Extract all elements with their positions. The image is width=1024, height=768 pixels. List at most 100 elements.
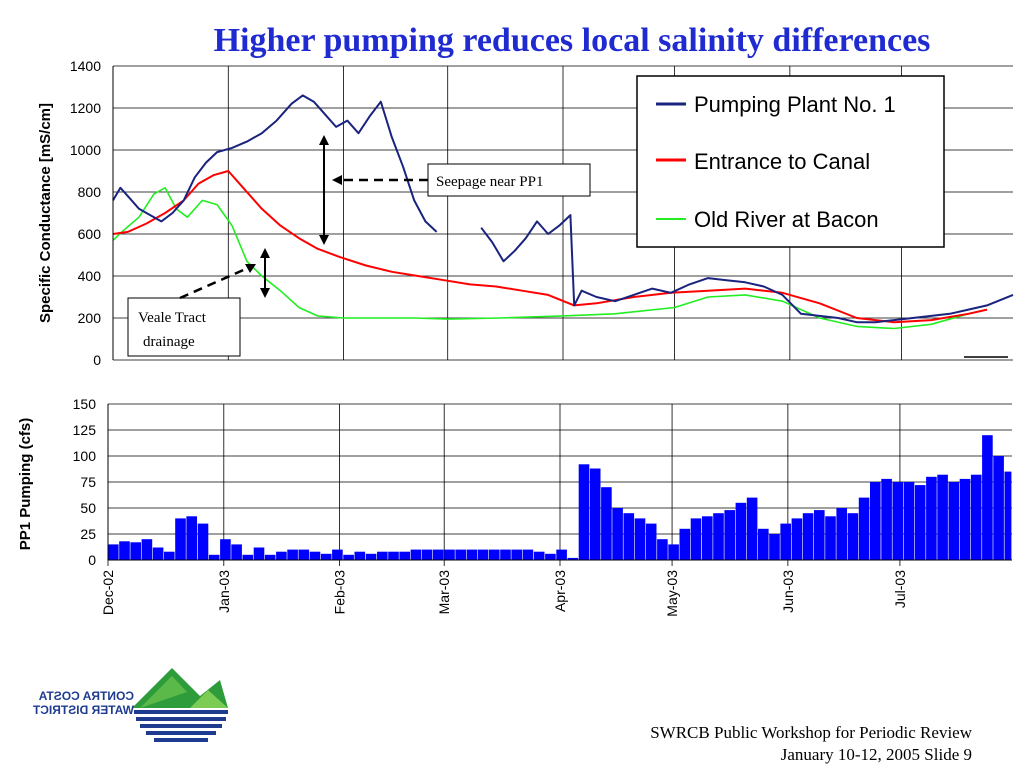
pumping-bar bbox=[937, 474, 948, 560]
salinity-y-tick-label: 1200 bbox=[70, 100, 101, 116]
legend-label-entrance-canal: Entrance to Canal bbox=[694, 149, 870, 174]
pumping-bar bbox=[825, 516, 836, 560]
pumping-bar bbox=[164, 551, 175, 560]
salinity-y-ticks: 0 200 400 600 800 1000 1200 1400 bbox=[70, 58, 101, 368]
pumping-chart: 0 25 50 75 100 125 150 Dec-02 Jan-03 Feb-03 Mar-0… bbox=[17, 396, 1012, 617]
salinity-y-tick-label: 200 bbox=[78, 310, 102, 326]
pumping-x-tick-label: Mar-03 bbox=[436, 570, 452, 615]
pumping-bar bbox=[612, 508, 623, 560]
pumping-bar bbox=[623, 513, 635, 560]
salinity-y-axis-label: Specific Conductance [mS/cm] bbox=[37, 103, 54, 323]
pumping-bar bbox=[746, 497, 758, 560]
logo-text-line1: CONTRA COSTA bbox=[38, 689, 134, 703]
pumping-y-tick-label: 100 bbox=[73, 448, 97, 464]
pumping-bar bbox=[444, 549, 455, 560]
pumping-bar bbox=[208, 554, 220, 560]
pumping-x-tick-label: May-03 bbox=[664, 570, 680, 617]
legend-label-pumping-plant: Pumping Plant No. 1 bbox=[694, 92, 896, 117]
pumping-bar bbox=[231, 544, 242, 560]
pumping-bar bbox=[578, 464, 590, 560]
pumping-bar bbox=[970, 474, 982, 560]
veale-label-line2: drainage bbox=[143, 334, 195, 350]
pumping-bar bbox=[870, 482, 881, 560]
pumping-y-ticks: 0 25 50 75 100 125 150 bbox=[73, 396, 97, 568]
pumping-x-ticks: Dec-02 Jan-03 Feb-03 Mar-03 Apr-03 May-03 Jun-… bbox=[100, 570, 908, 617]
pumping-bar bbox=[343, 554, 354, 560]
pumping-bar bbox=[858, 497, 870, 560]
pumping-bar bbox=[802, 513, 814, 560]
pumping-bar bbox=[242, 554, 254, 560]
logo-mountains-icon bbox=[132, 668, 228, 708]
pumping-bar bbox=[679, 528, 691, 560]
pumping-bar bbox=[220, 539, 231, 560]
pumping-bar bbox=[769, 534, 780, 560]
pumping-bar bbox=[433, 549, 444, 560]
pumping-x-tick-label: Feb-03 bbox=[332, 570, 348, 615]
veale-label-line1: Veale Tract bbox=[138, 310, 207, 326]
pumping-x-tick-label: Apr-03 bbox=[552, 570, 568, 612]
pumping-bar bbox=[489, 549, 500, 560]
pumping-bar bbox=[309, 551, 321, 560]
pumping-bar bbox=[421, 549, 433, 560]
pumping-bar bbox=[253, 547, 265, 560]
pumping-bar bbox=[791, 518, 803, 560]
pumping-bar bbox=[455, 549, 466, 560]
salinity-legend: Pumping Plant No. 1 Entrance to Canal Ol… bbox=[636, 75, 945, 248]
seepage-annotation: Seepage near PP1 bbox=[319, 135, 591, 245]
pumping-bars bbox=[108, 435, 1012, 560]
pumping-bar bbox=[758, 528, 769, 560]
pumping-bar bbox=[533, 551, 545, 560]
pumping-bar bbox=[276, 551, 287, 560]
pumping-bar bbox=[287, 549, 298, 560]
pumping-bar bbox=[567, 557, 579, 560]
pumping-bar bbox=[152, 547, 164, 560]
cc-water-district-logo: CONTRA COSTA WATER DISTRICT bbox=[32, 668, 228, 742]
pumping-bar bbox=[545, 553, 556, 560]
pumping-bar bbox=[668, 544, 679, 560]
logo-wordmark: CONTRA COSTA WATER DISTRICT bbox=[32, 689, 134, 717]
pumping-bar bbox=[477, 549, 489, 560]
salinity-y-tick-label: 1000 bbox=[70, 142, 101, 158]
pumping-x-tick-label: Jun-03 bbox=[780, 570, 796, 613]
slide-title: Higher pumping reduces local salinity di… bbox=[213, 22, 931, 59]
pumping-bar bbox=[264, 554, 276, 560]
pumping-bar bbox=[197, 523, 209, 560]
pumping-y-axis-label: PP1 Pumping (cfs) bbox=[17, 418, 34, 551]
pumping-bar bbox=[690, 518, 702, 560]
pumping-bar bbox=[702, 516, 713, 560]
pumping-bar bbox=[365, 553, 377, 560]
pumping-bar bbox=[959, 478, 971, 560]
pumping-bar bbox=[556, 549, 567, 560]
pumping-x-tick-label: Dec-02 bbox=[100, 570, 116, 615]
pumping-bar bbox=[466, 549, 478, 560]
salinity-y-tick-label: 600 bbox=[78, 226, 102, 242]
pumping-bar bbox=[993, 456, 1004, 560]
pumping-bar bbox=[780, 523, 791, 560]
pumping-y-tick-label: 75 bbox=[80, 474, 96, 490]
pumping-bar bbox=[948, 482, 960, 560]
pumping-bar bbox=[130, 542, 141, 560]
pumping-bar bbox=[657, 539, 668, 560]
pumping-bar bbox=[298, 549, 310, 560]
salinity-y-tick-label: 1400 bbox=[70, 58, 101, 74]
logo-text-line2: WATER DISTRICT bbox=[32, 703, 134, 717]
veale-annotation: Veale Tract drainage bbox=[127, 248, 270, 357]
pumping-bar bbox=[634, 518, 646, 560]
pumping-bar bbox=[511, 549, 522, 560]
pumping-y-tick-label: 0 bbox=[88, 552, 96, 568]
pumping-bar bbox=[926, 476, 937, 560]
pumping-bar bbox=[388, 551, 399, 560]
salinity-y-tick-label: 800 bbox=[78, 184, 102, 200]
pumping-bar bbox=[735, 502, 747, 560]
pumping-bar bbox=[410, 549, 422, 560]
pumping-bar bbox=[1004, 471, 1012, 560]
pumping-y-tick-label: 150 bbox=[73, 396, 97, 412]
pumping-y-tick-label: 125 bbox=[73, 422, 97, 438]
pumping-bar bbox=[892, 482, 904, 560]
salinity-y-tick-label: 0 bbox=[93, 352, 101, 368]
pumping-bar bbox=[141, 539, 153, 560]
pumping-bar bbox=[814, 510, 825, 560]
series-line-entrance-to-canal bbox=[112, 170, 988, 324]
pumping-bar bbox=[847, 513, 859, 560]
